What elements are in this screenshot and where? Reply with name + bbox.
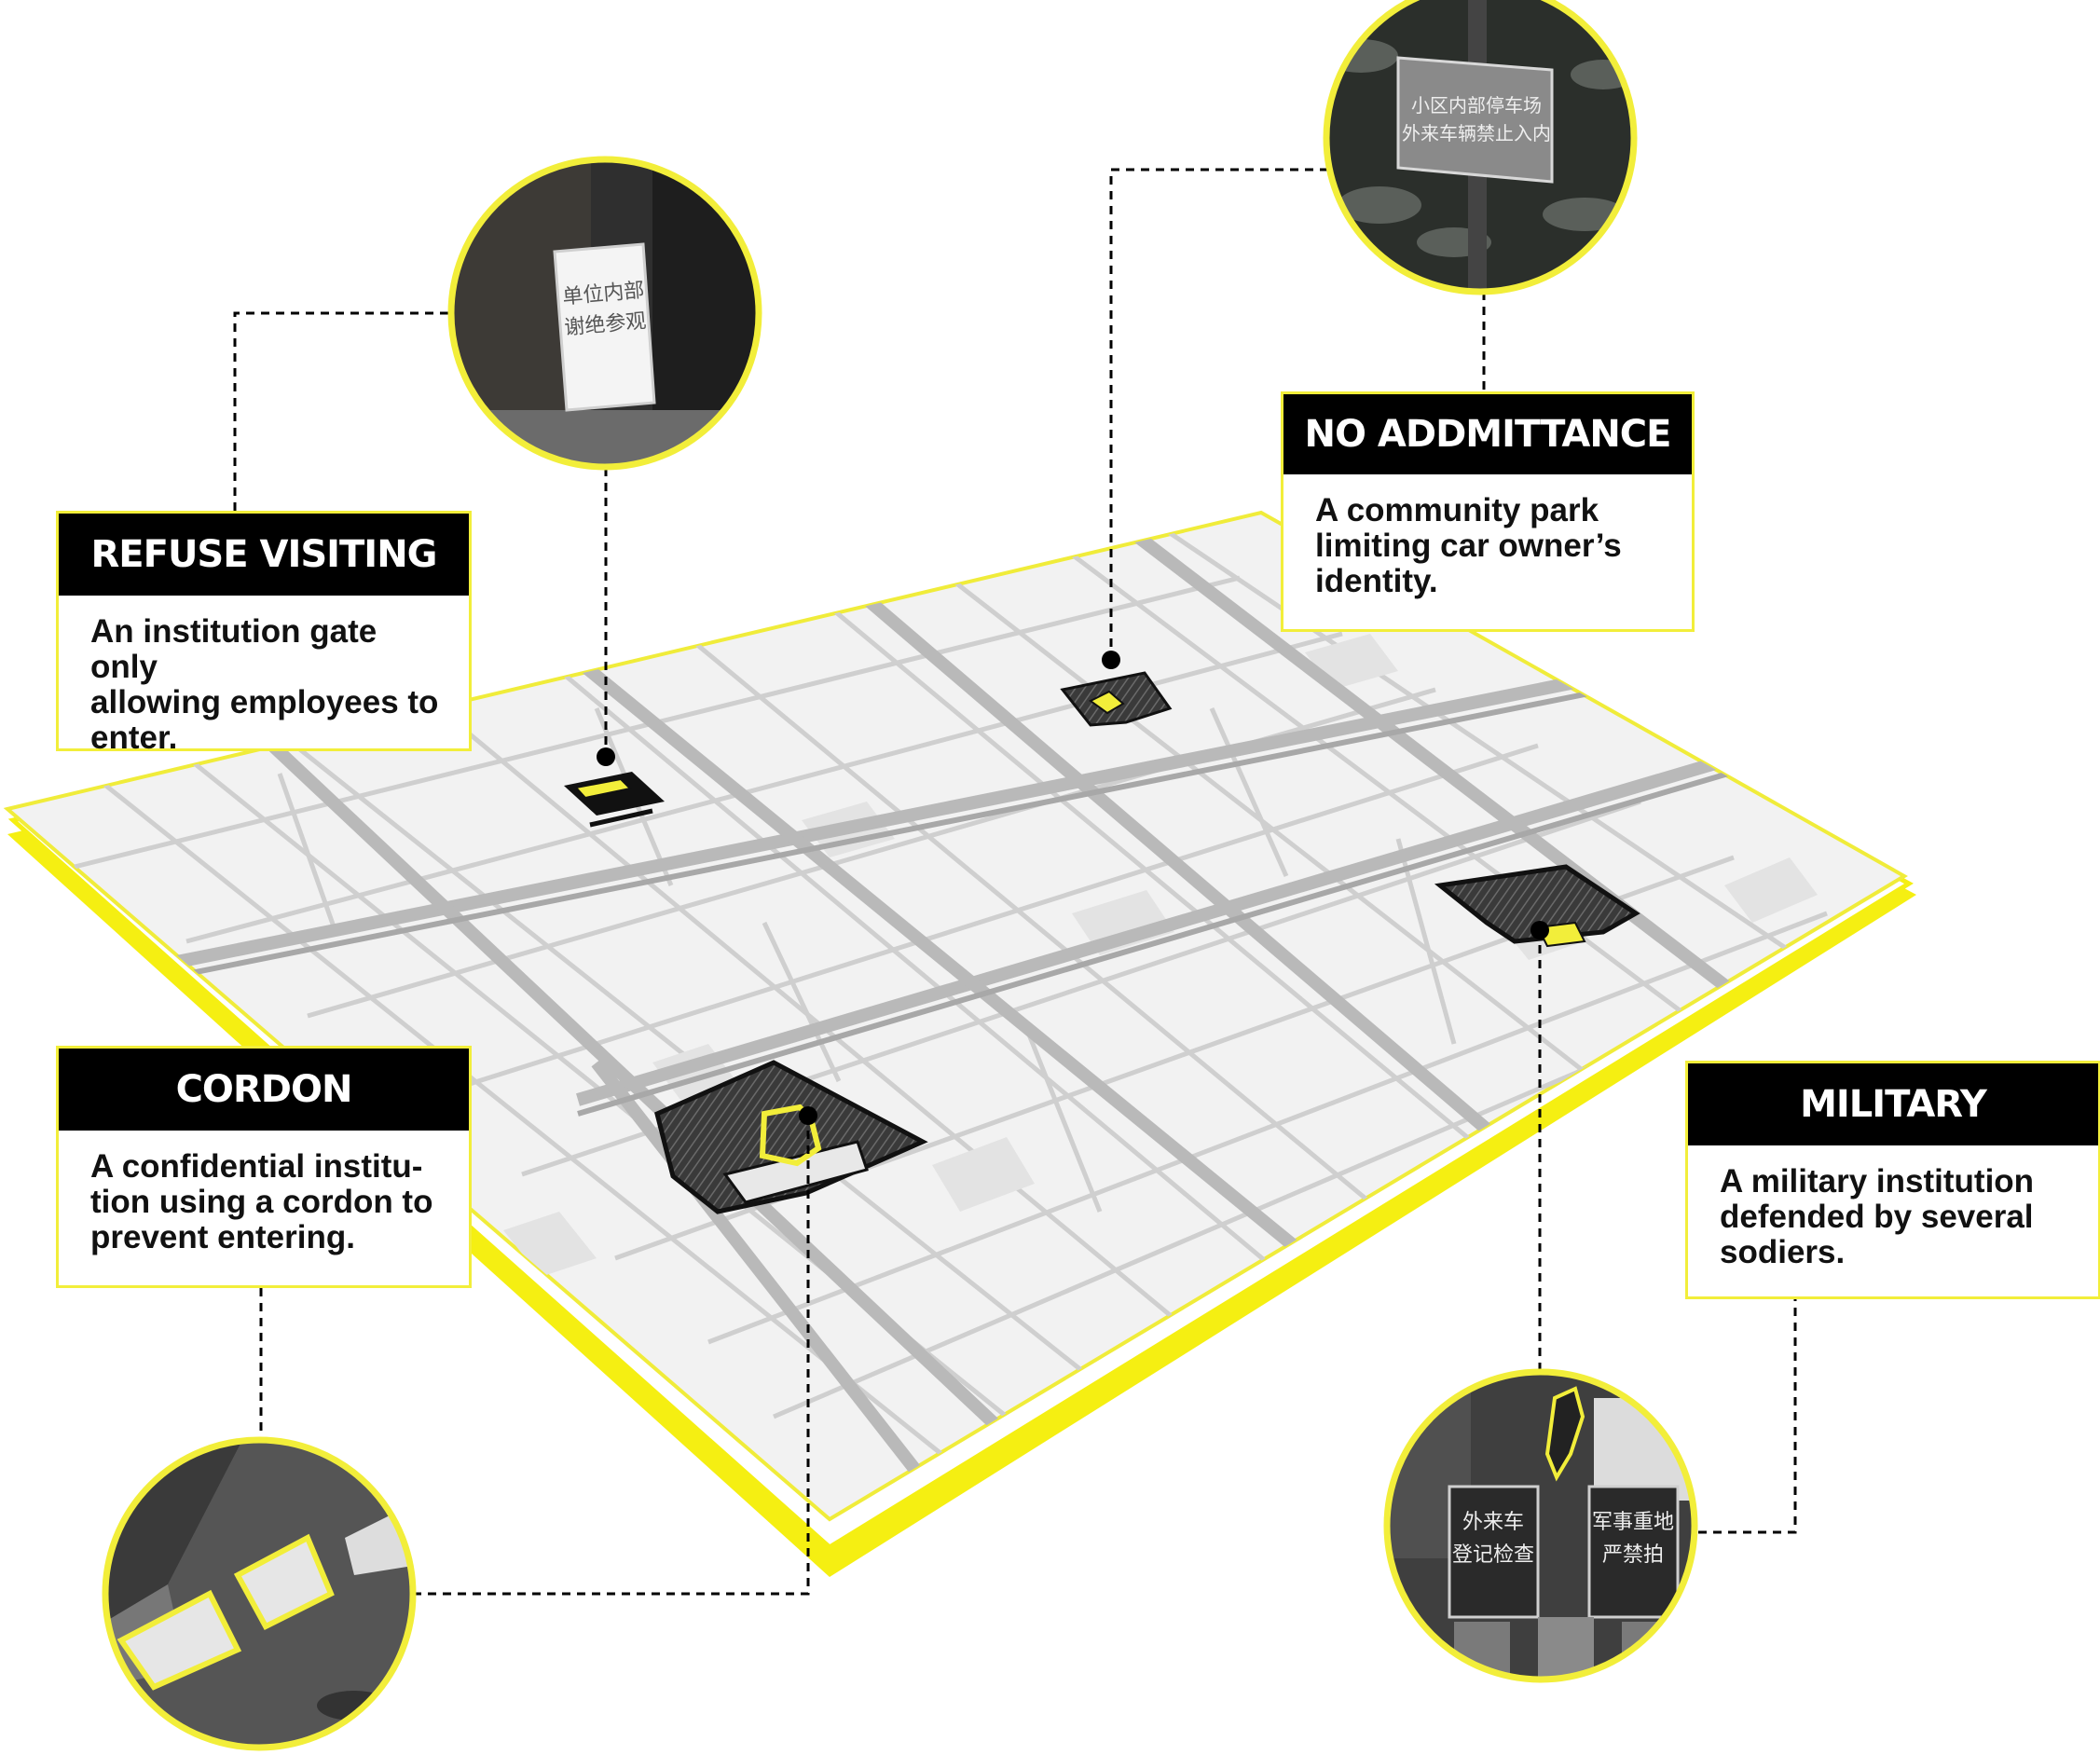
leader-lines [233,168,1797,1596]
callout-refuse-visiting: REFUSE VISITING An institution gate only… [56,511,472,756]
callout-title: CORDON [59,1049,469,1131]
gate-sign-text-1: 外来车 [1462,1511,1524,1534]
marker-cordon [799,1106,817,1125]
gate-sign-text-3: 军事重地 [1592,1511,1674,1534]
site-military [1434,864,1640,948]
road-marking-photo-icon [102,1436,417,1751]
callout-cordon: CORDON A confidential institu- tion usin… [56,1046,472,1288]
callout-military: MILITARY A military institution defended… [1685,1061,2100,1299]
site-cordon [654,1060,928,1214]
callout-no-admittance: NO ADDMITTANCE A community park limiting… [1281,391,1695,632]
callout-description: An institution gate only allowing employ… [90,613,439,756]
map-sheet [3,510,1916,1577]
gate-sign-text-2: 登记检查 [1452,1543,1534,1567]
military-gate-photo-icon: 外来车 登记检查 军事重地 严禁拍 [1383,1368,1698,1683]
marker-refuse-visiting [597,747,615,766]
site-no-admittance [1060,671,1173,727]
callout-description: A military institution defended by sever… [1720,1163,2035,1270]
park-sign-text-line-1: 小区内部停车场 [1411,94,1542,117]
callout-description: A confidential institu- tion using a cor… [90,1148,433,1255]
callout-title: MILITARY [1688,1063,2098,1145]
gate-sign-text-4: 严禁拍 [1602,1543,1664,1567]
marker-no-admittance [1102,651,1120,669]
callout-title: REFUSE VISITING [59,514,469,596]
site-refuse-visiting [564,772,665,828]
park-sign-text-line-2: 外来车辆禁止入内 [1402,122,1551,144]
sign-photo-icon: 单位内部 谢绝参观 [447,156,762,471]
site-markers [597,651,1549,1125]
marker-military [1530,921,1549,939]
park-sign-photo-icon: 小区内部停车场 外来车辆禁止入内 [1323,0,1638,295]
callout-description: A community park limiting car owner’s id… [1315,492,1622,599]
callout-title: NO ADDMITTANCE [1283,394,1692,474]
